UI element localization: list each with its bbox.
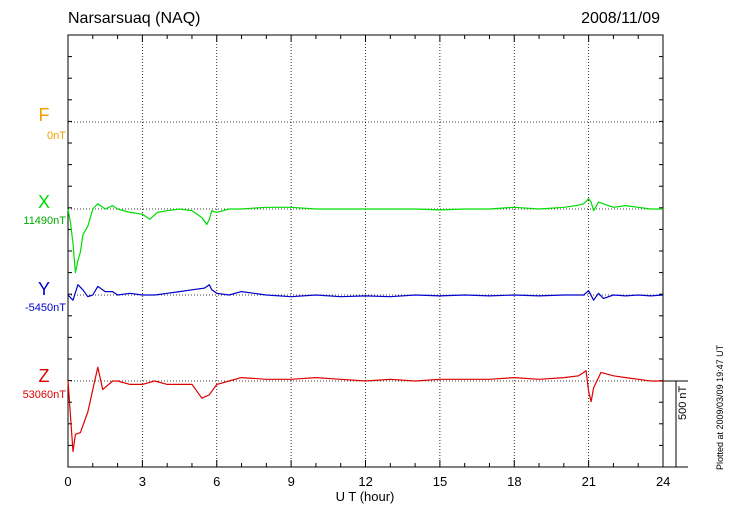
series-x-line (67, 198, 663, 274)
x-tick-label: 12 (358, 474, 373, 489)
component-base-z: 53060nT (22, 389, 66, 401)
series-y-line (67, 284, 664, 301)
component-label-x: X (37, 192, 50, 212)
component-base-f: 0nT (47, 130, 66, 142)
x-tick-label: 0 (64, 474, 72, 489)
component-label-f: F (38, 105, 50, 125)
component-label-z: Z (38, 366, 50, 386)
plot-date: 2008/11/09 (581, 10, 660, 27)
x-tick-label: 15 (432, 474, 448, 489)
x-tick-label: 3 (138, 474, 146, 489)
x-tick-label: 24 (655, 474, 671, 489)
x-tick-label: 6 (213, 474, 221, 489)
component-base-y: -5450nT (25, 302, 66, 314)
x-tick-label: 21 (581, 474, 597, 489)
x-tick-label: 9 (287, 474, 295, 489)
grid-lines (68, 35, 663, 467)
scale-bar (663, 380, 688, 468)
series-z-line (67, 366, 663, 453)
component-label-y: Y (37, 279, 50, 299)
station-title: Narsarsuaq (NAQ) (68, 10, 201, 27)
axis-ticks (67, 34, 664, 467)
scale-bar-label: 500 nT (677, 385, 689, 420)
x-axis-label: U T (hour) (335, 489, 395, 504)
plotted-footnote: Plotted at 2009/03/09 19:47 UT (715, 344, 725, 470)
series-layer (67, 198, 664, 453)
x-tick-label: 18 (507, 474, 522, 489)
component-base-x: 11490nT (23, 215, 66, 227)
